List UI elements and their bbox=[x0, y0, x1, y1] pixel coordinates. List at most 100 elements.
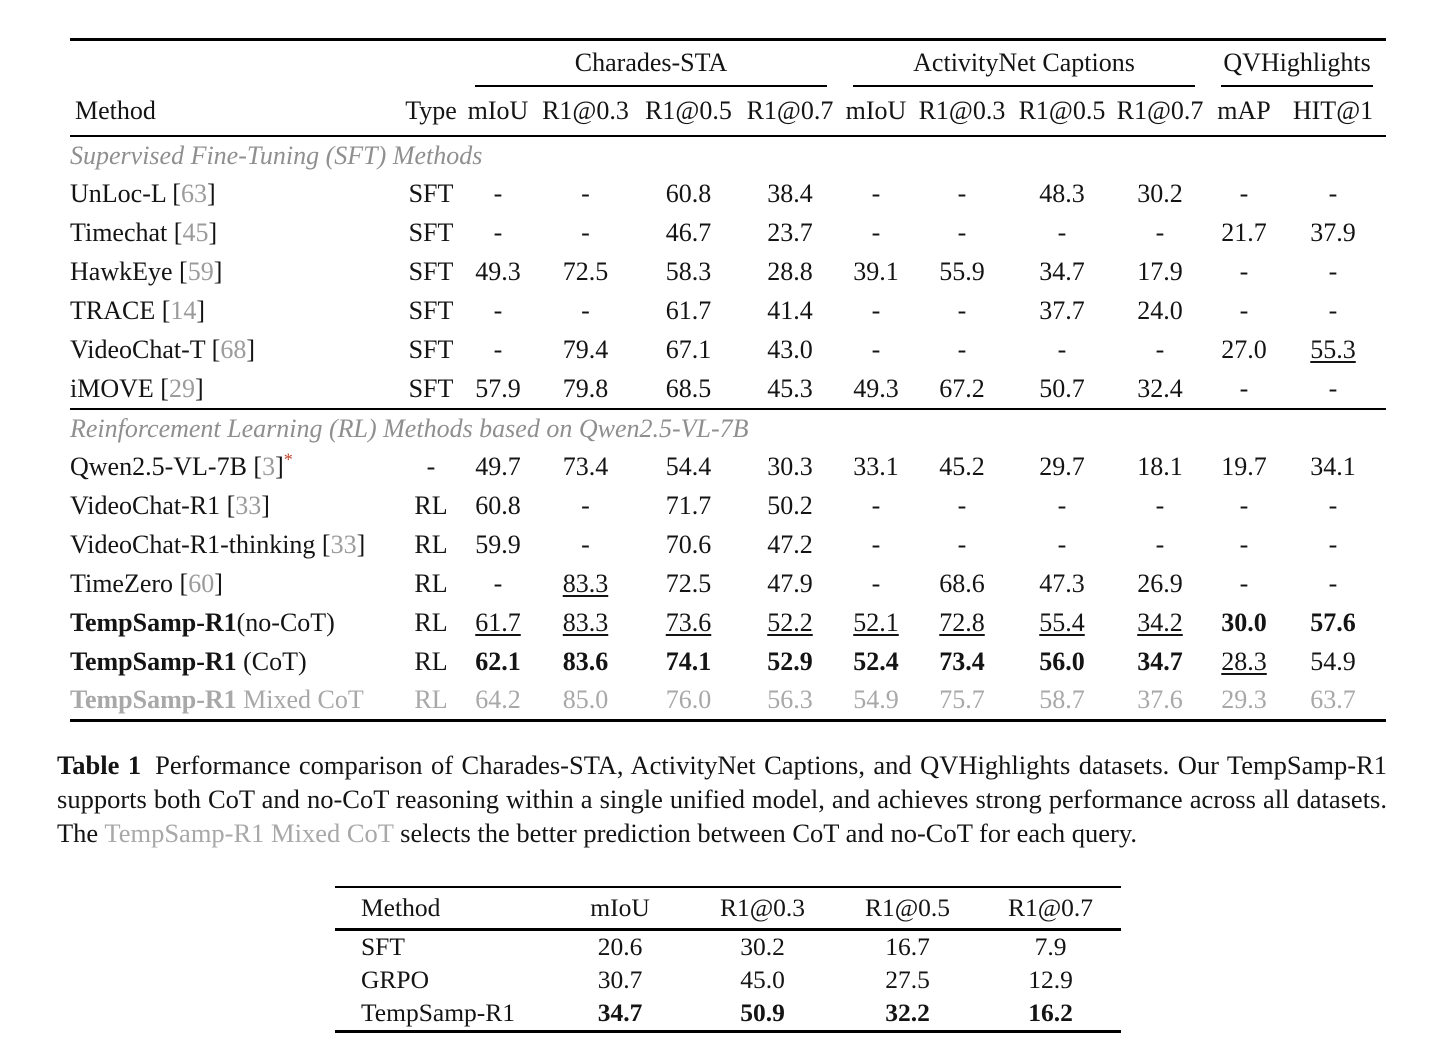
value-cell: - bbox=[912, 331, 1012, 370]
value: - bbox=[1239, 296, 1249, 325]
value: 55.4 bbox=[1039, 608, 1085, 637]
value-cell: - bbox=[1208, 565, 1280, 604]
value-cell: 20.6 bbox=[550, 929, 690, 963]
group-header-spacer bbox=[70, 38, 462, 87]
citation: [68] bbox=[205, 335, 255, 364]
value-cell: 48.3 bbox=[1012, 175, 1112, 214]
value-cell: 83.3 bbox=[534, 565, 637, 604]
value: - bbox=[957, 491, 967, 520]
value-cell: - bbox=[1208, 370, 1280, 409]
value: 49.3 bbox=[853, 373, 899, 403]
value-cell: 47.9 bbox=[740, 565, 840, 604]
citation: [60] bbox=[173, 569, 223, 598]
value: - bbox=[1328, 257, 1338, 286]
value-cell: 85.0 bbox=[534, 681, 637, 722]
value: 17.9 bbox=[1137, 257, 1183, 286]
value-cell: 46.7 bbox=[637, 214, 740, 253]
value: 75.7 bbox=[939, 685, 985, 715]
type-cell: SFT bbox=[408, 218, 454, 247]
caption-text-before: Performance comparison of Charades-STA, … bbox=[57, 750, 1387, 848]
value: 37.6 bbox=[1137, 685, 1183, 715]
value: - bbox=[581, 296, 590, 325]
value-cell: 61.7 bbox=[462, 604, 534, 643]
value: - bbox=[871, 335, 881, 364]
value: - bbox=[1328, 296, 1338, 325]
main-table-body: Supervised Fine-Tuning (SFT) Methods UnLo… bbox=[70, 136, 1387, 722]
value-cell: 79.4 bbox=[534, 331, 637, 370]
value-cell: 76.0 bbox=[637, 681, 740, 722]
value: 39.1 bbox=[853, 257, 899, 286]
column-header: R1@0.7 bbox=[740, 86, 840, 137]
type-cell: RL bbox=[414, 569, 448, 598]
value-cell: - bbox=[462, 214, 534, 253]
value: 30.7 bbox=[597, 965, 643, 994]
column-header: R1@0.7 bbox=[1112, 86, 1209, 137]
method-cell: Qwen2.5-VL-7B [3]* bbox=[70, 449, 293, 481]
value-cell: - bbox=[462, 331, 534, 370]
citation-number: 59 bbox=[187, 257, 214, 286]
value-cell: 63.7 bbox=[1280, 681, 1387, 722]
citation: [14] bbox=[155, 296, 206, 325]
value-cell: 58.3 bbox=[637, 253, 740, 292]
value: 52.1 bbox=[853, 608, 899, 637]
value-cell: 41.4 bbox=[740, 292, 840, 331]
value-cell: 49.3 bbox=[462, 253, 534, 292]
citation-number: 14 bbox=[170, 296, 197, 325]
value-cell: 55.9 bbox=[912, 253, 1012, 292]
value-cell: - bbox=[1012, 214, 1112, 253]
value-cell: 73.4 bbox=[534, 448, 637, 487]
value-cell: 16.7 bbox=[835, 929, 980, 963]
citation: [29] bbox=[153, 373, 204, 403]
value: - bbox=[1239, 373, 1249, 403]
value-cell: - bbox=[534, 526, 637, 565]
value: 60.8 bbox=[475, 491, 521, 520]
asterisk-marker: * bbox=[283, 449, 293, 470]
value-cell: 34.7 bbox=[550, 997, 690, 1033]
value-cell: 34.1 bbox=[1280, 448, 1386, 487]
value: - bbox=[1155, 530, 1165, 559]
value: - bbox=[957, 218, 967, 247]
value: 32.2 bbox=[885, 998, 930, 1028]
value-cell: 72.5 bbox=[637, 565, 740, 604]
value: - bbox=[493, 296, 503, 325]
column-header: mIoU bbox=[462, 86, 534, 137]
value-cell: 32.2 bbox=[835, 997, 980, 1033]
value-cell: 17.9 bbox=[1112, 253, 1208, 292]
table-row: TRACE [14] SFT - - 61.7 41.4 - - 37.7 24.0 - - bbox=[70, 292, 1386, 331]
value: 54.9 bbox=[853, 685, 899, 715]
value-cell: - bbox=[912, 214, 1012, 253]
value-cell: - bbox=[534, 292, 637, 331]
value-cell: 72.8 bbox=[912, 604, 1012, 643]
value-cell: - bbox=[1280, 253, 1386, 292]
value: 83.6 bbox=[562, 647, 609, 676]
value-cell: 56.3 bbox=[740, 681, 840, 722]
citation: [33] bbox=[220, 491, 270, 520]
method-cell: VideoChat-T [68] bbox=[70, 335, 255, 364]
value-cell: - bbox=[840, 331, 912, 370]
value-cell: 61.7 bbox=[637, 292, 740, 331]
value: 27.5 bbox=[885, 965, 930, 994]
value-cell: 21.7 bbox=[1208, 214, 1280, 253]
value: 60.8 bbox=[665, 179, 712, 208]
value-cell: 7.9 bbox=[980, 929, 1121, 963]
value: - bbox=[1057, 218, 1067, 247]
value: 52.9 bbox=[767, 647, 813, 676]
column-header: mIoU bbox=[840, 86, 912, 137]
value-cell: 73.6 bbox=[637, 604, 740, 643]
value-cell: 59.9 bbox=[462, 526, 534, 565]
type-cell: SFT bbox=[408, 179, 454, 208]
group-header: QVHighlights bbox=[1208, 38, 1387, 87]
value-cell: - bbox=[1280, 175, 1386, 214]
value-cell: 30.2 bbox=[690, 929, 835, 963]
value: 83.3 bbox=[562, 569, 609, 598]
value: - bbox=[957, 179, 967, 208]
section-header-row: Reinforcement Learning (RL) Methods base… bbox=[70, 407, 1387, 448]
column-header: R1@0.7 bbox=[980, 886, 1121, 931]
value: 7.9 bbox=[1034, 931, 1067, 961]
value: - bbox=[493, 179, 503, 208]
method-cell: VideoChat-R1 [33] bbox=[70, 491, 270, 520]
value: 52.2 bbox=[767, 608, 813, 637]
value: - bbox=[581, 491, 590, 520]
type-cell: RL bbox=[414, 530, 448, 559]
table-row: SFT 20.6 30.2 16.7 7.9 bbox=[335, 929, 1121, 963]
